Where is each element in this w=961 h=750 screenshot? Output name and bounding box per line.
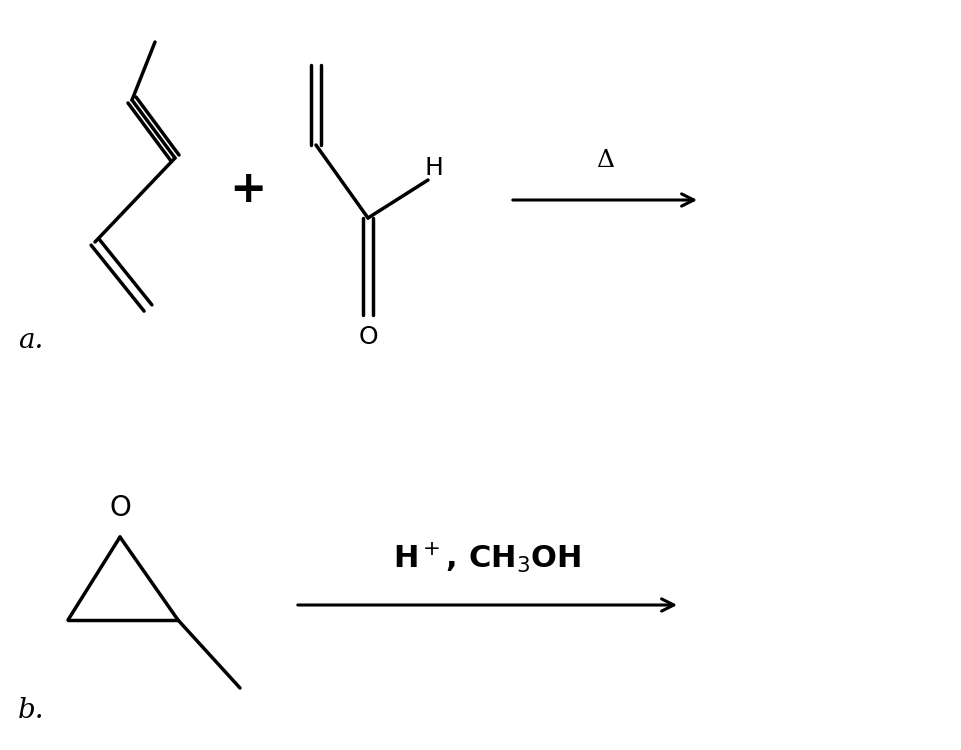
Text: Δ: Δ xyxy=(596,149,613,172)
Text: H$^+$, CH$_3$OH: H$^+$, CH$_3$OH xyxy=(393,541,581,575)
Text: +: + xyxy=(229,169,266,211)
Text: O: O xyxy=(357,325,378,349)
Text: H: H xyxy=(424,156,443,180)
Text: a.: a. xyxy=(18,326,43,353)
Text: O: O xyxy=(109,494,131,522)
Text: b.: b. xyxy=(18,697,44,724)
